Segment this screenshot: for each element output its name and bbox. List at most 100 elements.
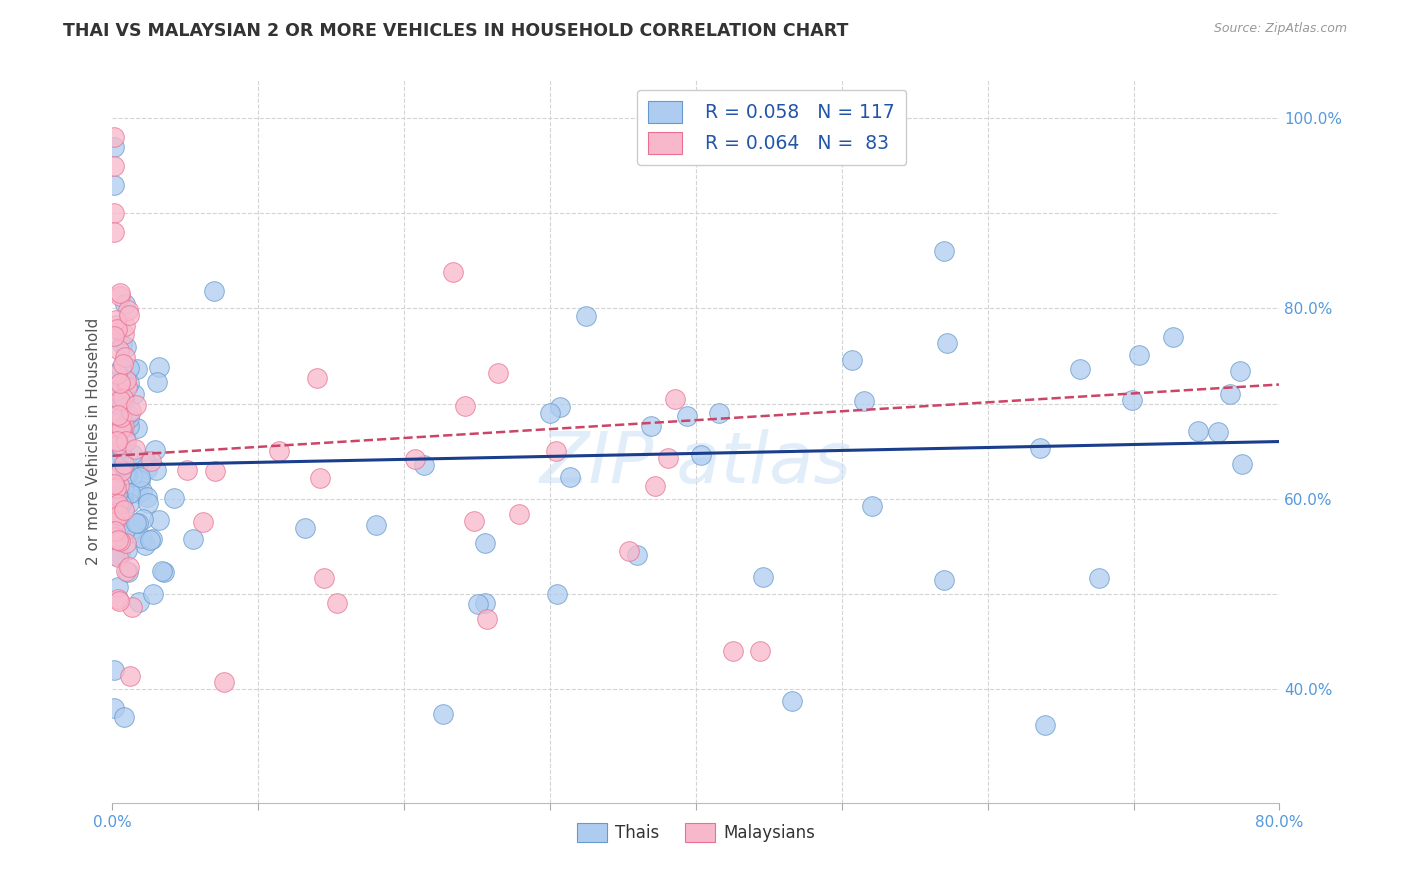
Point: [104, 384, 127, 399]
Point: [127, 485, 149, 500]
Point: [104, 524, 127, 538]
Point: [308, 471, 330, 485]
Point: [432, 706, 454, 721]
Point: [115, 543, 138, 558]
Point: [112, 502, 135, 516]
Point: [128, 470, 150, 484]
Point: [1128, 348, 1150, 362]
Point: [657, 450, 679, 465]
Point: [114, 319, 136, 334]
Point: [111, 458, 134, 472]
Point: [110, 518, 132, 533]
Point: [111, 491, 134, 506]
Point: [267, 444, 290, 458]
Point: [1029, 441, 1052, 455]
Point: [546, 444, 568, 458]
Point: [413, 458, 436, 473]
Point: [114, 564, 136, 578]
Point: [111, 450, 134, 464]
Point: [117, 560, 139, 574]
Point: [111, 494, 134, 508]
Point: [150, 564, 173, 578]
Point: [110, 288, 132, 302]
Legend: Thais, Malaysians: Thais, Malaysians: [571, 816, 821, 848]
Point: [103, 130, 125, 145]
Point: [118, 376, 141, 391]
Point: [103, 476, 125, 491]
Text: ZIP atlas: ZIP atlas: [540, 429, 852, 498]
Point: [112, 396, 135, 410]
Point: [111, 337, 134, 351]
Point: [463, 515, 485, 529]
Point: [294, 521, 316, 535]
Point: [690, 448, 713, 462]
Point: [111, 421, 134, 435]
Point: [1187, 424, 1209, 438]
Point: [108, 477, 131, 491]
Point: [131, 483, 153, 498]
Point: [105, 434, 128, 449]
Point: [112, 419, 135, 434]
Y-axis label: 2 or more Vehicles in Household: 2 or more Vehicles in Household: [86, 318, 101, 566]
Point: [103, 226, 125, 240]
Point: [575, 310, 598, 324]
Point: [108, 548, 131, 562]
Point: [124, 442, 146, 456]
Point: [117, 565, 139, 579]
Point: [112, 458, 135, 472]
Point: [486, 366, 509, 380]
Point: [664, 392, 686, 406]
Point: [104, 530, 127, 544]
Point: [617, 544, 640, 558]
Point: [107, 549, 129, 564]
Point: [148, 513, 170, 527]
Point: [125, 516, 148, 530]
Point: [932, 244, 955, 259]
Point: [134, 538, 156, 552]
Point: [112, 387, 135, 401]
Point: [117, 303, 139, 318]
Point: [118, 418, 141, 433]
Point: [467, 597, 489, 611]
Point: [932, 574, 955, 588]
Point: [112, 357, 135, 371]
Point: [115, 373, 138, 387]
Point: [546, 587, 568, 601]
Point: [110, 361, 132, 376]
Point: [111, 391, 134, 405]
Point: [103, 426, 125, 441]
Point: [146, 375, 169, 389]
Point: [125, 399, 148, 413]
Point: [118, 308, 141, 322]
Point: [148, 359, 170, 374]
Point: [751, 570, 773, 584]
Point: [404, 452, 426, 467]
Point: [114, 524, 136, 538]
Point: [107, 437, 129, 451]
Point: [1161, 330, 1184, 344]
Point: [114, 370, 136, 384]
Point: [110, 414, 132, 428]
Point: [110, 421, 132, 435]
Point: [114, 467, 136, 482]
Point: [107, 497, 129, 511]
Point: [103, 700, 125, 714]
Point: [112, 392, 135, 407]
Point: [1219, 387, 1241, 401]
Point: [103, 496, 125, 510]
Point: [127, 421, 149, 435]
Point: [626, 549, 648, 563]
Point: [108, 343, 131, 358]
Point: [1087, 571, 1109, 585]
Text: Source: ZipAtlas.com: Source: ZipAtlas.com: [1213, 22, 1347, 36]
Point: [107, 581, 129, 595]
Point: [127, 516, 149, 530]
Point: [202, 285, 225, 299]
Point: [107, 487, 129, 501]
Point: [134, 454, 156, 468]
Point: [120, 669, 142, 683]
Point: [1206, 425, 1229, 439]
Point: [121, 521, 143, 535]
Point: [122, 387, 145, 401]
Point: [1229, 364, 1251, 378]
